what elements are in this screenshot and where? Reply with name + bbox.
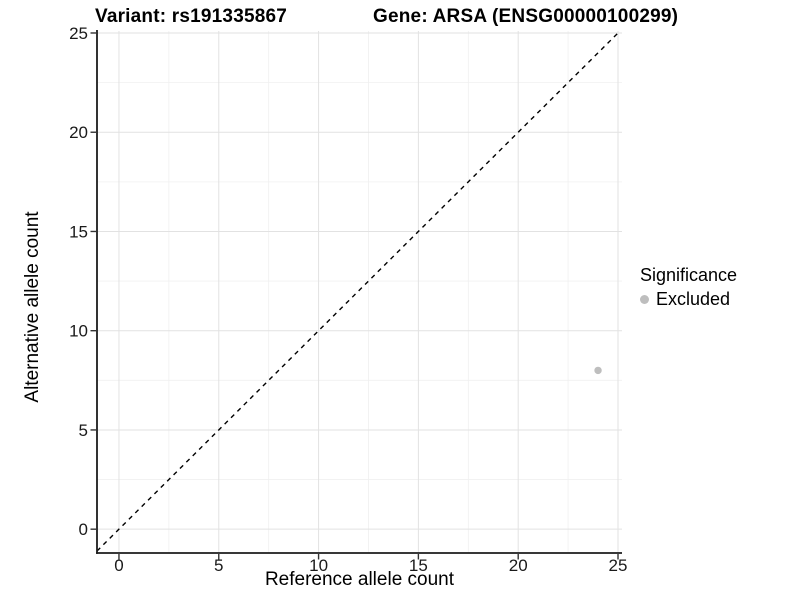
y-tick-label: 15 (69, 222, 88, 241)
x-tick-label: 5 (214, 556, 223, 575)
plot-title-variant: Variant: rs191335867 (95, 6, 288, 27)
legend: Significance Excluded (640, 265, 737, 310)
x-axis-title: Reference allele count (264, 569, 455, 590)
x-tick-label: 20 (509, 556, 528, 575)
x-tick-label: 0 (114, 556, 123, 575)
y-axis-title: Alternative allele count (22, 211, 43, 403)
y-tick-label: 5 (79, 421, 88, 440)
legend-item-label: Excluded (656, 289, 731, 309)
legend-key-dot-icon (640, 295, 649, 304)
data-point (594, 366, 602, 375)
identity-reference-line (96, 30, 621, 552)
plot-title-gene: Gene: ARSA (ENSG00000100299) (373, 6, 679, 27)
y-tick-label: 25 (69, 24, 88, 43)
legend-title: Significance (640, 265, 738, 285)
legend-item-excluded: Excluded (640, 289, 737, 310)
y-tick-label: 10 (69, 322, 88, 341)
y-tick-label: 0 (79, 520, 88, 539)
x-tick-label: 25 (609, 556, 628, 575)
x-tick-label: 15 (409, 556, 428, 575)
x-tick-label: 10 (309, 556, 328, 575)
y-tick-label: 20 (69, 123, 88, 142)
